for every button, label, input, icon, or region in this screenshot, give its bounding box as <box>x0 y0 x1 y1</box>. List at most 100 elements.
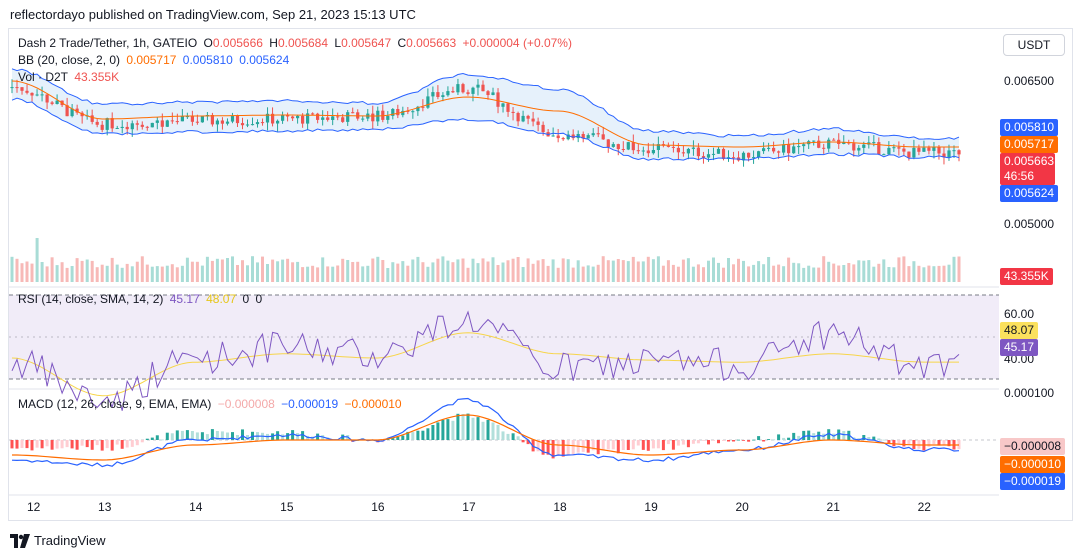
candle-body <box>676 147 680 153</box>
volume-bar <box>817 267 821 282</box>
macd-histogram-bar <box>451 420 455 440</box>
volume-bar <box>852 264 856 282</box>
macd-histogram-bar <box>601 440 605 451</box>
volume-bar <box>316 267 320 282</box>
volume-bar <box>571 267 575 282</box>
candle-body <box>611 144 615 147</box>
candle-body <box>446 91 450 96</box>
candle-body <box>145 126 149 128</box>
rsi-ma-line <box>11 332 959 397</box>
candle-body <box>436 92 440 97</box>
volume-bar <box>175 267 179 282</box>
macd-histogram-bar <box>135 440 139 446</box>
candle-body <box>606 139 610 147</box>
macd-histogram-bar <box>491 422 495 440</box>
bb-label[interactable]: BB (20, close, 2, 0) <box>18 53 121 67</box>
rsi-ma-tag: 48.07 <box>1000 322 1039 339</box>
macd-histogram-bar <box>125 440 129 448</box>
symbol-legend[interactable]: Dash 2 Trade/Tether, 1h, GATEIO O0.00566… <box>18 36 575 50</box>
macd-histogram-bar <box>416 430 420 440</box>
candle-body <box>802 144 806 147</box>
rsi-layer <box>11 310 960 411</box>
macd-histogram-bar <box>737 439 740 441</box>
candle-body <box>321 117 325 120</box>
chart-canvas[interactable] <box>9 29 999 519</box>
volume-bar <box>902 256 906 282</box>
volume-bar <box>696 264 700 282</box>
symbol-name[interactable]: Dash 2 Trade/Tether, 1h, GATEIO <box>18 36 198 50</box>
rsi-tag: 45.17 <box>1000 339 1039 356</box>
bb-lower-line <box>11 97 960 161</box>
candle-body <box>240 123 245 126</box>
volume-bar <box>872 266 876 282</box>
candle-body <box>155 120 159 123</box>
macd-histogram-bar <box>631 440 635 450</box>
volume-bar <box>80 260 84 282</box>
volume-bar <box>256 262 259 282</box>
volume-bar <box>656 256 660 282</box>
volume-label[interactable]: Vol · D2T <box>18 70 69 84</box>
volume-bar <box>606 260 610 282</box>
currency-button[interactable]: USDT <box>1003 34 1065 56</box>
bb-mid-value: 0.005717 <box>126 53 177 67</box>
candle-body <box>336 116 340 118</box>
macd-legend[interactable]: MACD (12, 26, close, 9, EMA, EMA) −0.000… <box>18 397 405 411</box>
candle-body <box>827 139 831 149</box>
macd-histogram-bar <box>45 440 49 447</box>
volume-bar <box>822 256 826 282</box>
macd-histogram-bar <box>676 440 680 446</box>
macd-histogram-bar <box>947 440 951 447</box>
volume-bar <box>155 266 159 282</box>
macd-histogram-bar <box>732 440 735 442</box>
candle-body <box>135 123 139 125</box>
volume-bar <box>651 259 655 282</box>
macd-histogram-bar <box>215 431 219 440</box>
bb-band-fill <box>12 68 959 161</box>
candle-body <box>220 120 224 124</box>
volume-bar <box>757 261 761 282</box>
candle-body <box>90 115 94 122</box>
candle-body <box>386 115 390 120</box>
candle-body <box>832 139 836 141</box>
rsi-legend[interactable]: RSI (14, close, SMA, 14, 2) 45.17 48.07 … <box>18 292 265 306</box>
time-tick: 18 <box>553 500 567 514</box>
macd-histogram-bar <box>671 440 675 450</box>
candle-body <box>476 84 480 88</box>
price-tick-6500: 0.006500 <box>1004 74 1055 88</box>
publish-header: reflectordayo published on TradingView.c… <box>0 0 1080 28</box>
volume-bar <box>356 261 360 282</box>
macd-histogram-bar <box>561 440 565 457</box>
macd-histogram-bar <box>486 420 490 440</box>
volume-legend[interactable]: Vol · D2T 43.355K <box>18 70 122 84</box>
candle-body <box>45 94 49 103</box>
macd-histogram-bar <box>787 437 791 440</box>
candle-body <box>731 157 736 159</box>
candle-body <box>175 121 179 123</box>
macd-histogram-bar <box>772 439 776 441</box>
volume-bar <box>426 266 430 282</box>
close-price-value: 0.005663 <box>1004 154 1055 168</box>
close-label: C <box>397 36 407 50</box>
volume-bar <box>30 263 34 282</box>
macd-label[interactable]: MACD (12, 26, close, 9, EMA, EMA) <box>18 397 212 411</box>
macd-histogram-bar <box>220 431 224 440</box>
volume-bar <box>15 258 19 282</box>
macd-histogram-bar <box>476 417 480 440</box>
volume-bar <box>712 257 715 282</box>
candle-body <box>326 117 330 120</box>
volume-bar <box>957 256 961 282</box>
candle-body <box>877 142 881 155</box>
volume-bar <box>767 257 771 282</box>
bb-legend[interactable]: BB (20, close, 2, 0) 0.005717 0.005810 0… <box>18 53 292 67</box>
volume-bar <box>115 264 119 282</box>
volume-bar <box>25 261 29 282</box>
volume-bar <box>311 265 315 282</box>
candle-body <box>902 148 906 152</box>
rsi-label[interactable]: RSI (14, close, SMA, 14, 2) <box>18 292 164 306</box>
candle-body <box>777 151 781 153</box>
volume-bar <box>326 266 330 282</box>
macd-histogram-bar <box>481 421 485 440</box>
volume-bar <box>737 258 740 282</box>
bb-upper-value: 0.005810 <box>182 53 233 67</box>
candle-body <box>792 146 796 154</box>
